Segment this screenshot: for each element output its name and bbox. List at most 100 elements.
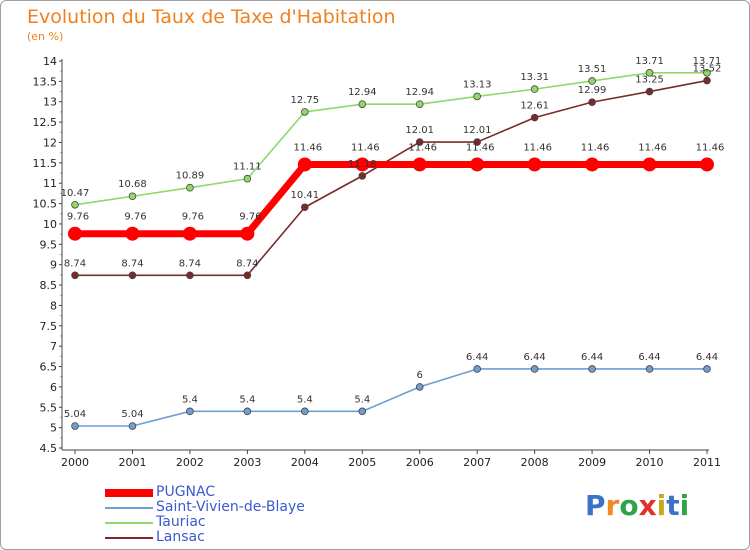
- data-point-saint-vivien-de-blaye: [645, 365, 654, 373]
- data-point-saint-vivien-de-blaye: [530, 365, 539, 373]
- data-point-pugnac: [240, 226, 255, 241]
- data-point-saint-vivien-de-blaye: [71, 422, 79, 430]
- data-label-saint-vivien-de-blaye: 6.44: [581, 352, 603, 363]
- data-point-tauriac: [473, 92, 481, 101]
- data-label-pugnac: 9.76: [67, 212, 89, 223]
- x-tick-label: 2005: [348, 456, 376, 469]
- y-tick-label: 7: [50, 340, 57, 353]
- data-point-tauriac: [703, 69, 711, 77]
- data-label-pugnac: 9.76: [182, 212, 204, 223]
- proxiti-logo: Proxiti: [585, 489, 689, 522]
- data-label-saint-vivien-de-blaye: 6.44: [696, 352, 718, 363]
- data-label-lansac: 12.01: [405, 125, 434, 136]
- y-tick-label: 5.5: [40, 401, 58, 414]
- data-label-pugnac: 9.76: [239, 212, 261, 223]
- legend-swatch: [105, 489, 153, 497]
- legend-label: PUGNAC: [156, 484, 216, 500]
- data-label-lansac: 8.74: [121, 258, 143, 269]
- data-label-tauriac: 12.94: [405, 87, 434, 98]
- data-point-saint-vivien-de-blaye: [415, 383, 424, 391]
- y-tick-label: 11: [43, 177, 57, 190]
- data-point-lansac: [415, 138, 424, 146]
- data-point-pugnac: [125, 226, 140, 241]
- data-label-pugnac: 11.46: [581, 142, 610, 153]
- y-tick-label: 6: [50, 381, 57, 394]
- data-label-saint-vivien-de-blaye: 5.4: [182, 394, 198, 405]
- data-point-tauriac: [645, 69, 654, 77]
- data-point-pugnac: [585, 157, 600, 172]
- data-label-pugnac: 11.46: [293, 142, 322, 153]
- data-point-saint-vivien-de-blaye: [588, 365, 596, 373]
- data-label-lansac: 13.52: [693, 64, 722, 75]
- data-point-lansac: [71, 271, 79, 280]
- series-line-lansac: [74, 79, 708, 277]
- x-tick-label: 2002: [176, 456, 204, 469]
- legend-swatch: [105, 522, 153, 524]
- y-tick-label: 13.5: [33, 75, 58, 88]
- data-label-tauriac: 10.68: [118, 179, 147, 190]
- y-tick-label: 9: [50, 259, 57, 272]
- data-label-saint-vivien-de-blaye: 6.44: [466, 352, 488, 363]
- data-label-lansac: 11.18: [348, 159, 377, 170]
- data-label-saint-vivien-de-blaye: 5.4: [297, 394, 313, 405]
- data-point-saint-vivien-de-blaye: [301, 407, 309, 416]
- legend-label: Lansac: [156, 529, 205, 545]
- series-group: [68, 69, 714, 430]
- logo-letter: P: [585, 489, 606, 522]
- data-label-tauriac: 13.51: [578, 64, 607, 75]
- y-tick-label: 11.5: [33, 157, 58, 170]
- data-label-saint-vivien-de-blaye: 6: [417, 370, 423, 381]
- data-label-saint-vivien-de-blaye: 6.44: [524, 352, 546, 363]
- data-point-pugnac: [412, 157, 427, 172]
- data-label-lansac: 8.74: [236, 258, 258, 269]
- data-label-lansac: 8.74: [179, 258, 201, 269]
- data-point-pugnac: [182, 226, 197, 241]
- y-tick-label: 12.5: [33, 116, 58, 129]
- logo-letter: i: [679, 489, 690, 522]
- data-point-pugnac: [355, 157, 370, 172]
- data-label-lansac: 12.61: [520, 101, 549, 112]
- data-label-saint-vivien-de-blaye: 6.44: [638, 352, 660, 363]
- logo-letter: t: [666, 489, 680, 522]
- data-point-tauriac: [71, 201, 79, 209]
- y-tick-label: 5: [50, 422, 57, 435]
- data-label-tauriac: 12.75: [290, 95, 319, 106]
- logo-letter: o: [619, 489, 639, 522]
- data-point-pugnac: [470, 157, 485, 172]
- data-point-lansac: [301, 203, 309, 212]
- data-point-lansac: [243, 271, 252, 280]
- data-label-lansac: 10.41: [290, 190, 319, 201]
- data-point-saint-vivien-de-blaye: [186, 407, 194, 416]
- data-point-tauriac: [415, 100, 424, 108]
- data-label-pugnac: 11.46: [466, 142, 495, 153]
- data-label-saint-vivien-de-blaye: 5.4: [239, 394, 255, 405]
- data-label-tauriac: 10.47: [61, 188, 90, 199]
- data-label-tauriac: 13.13: [463, 79, 492, 90]
- data-label-saint-vivien-de-blaye: 5.4: [354, 394, 370, 405]
- data-label-lansac: 13.25: [635, 75, 664, 86]
- data-label-tauriac: 13.71: [693, 56, 722, 67]
- legend-label: Tauriac: [156, 514, 206, 530]
- data-point-pugnac: [297, 157, 312, 172]
- series-line-tauriac: [74, 72, 708, 206]
- data-point-lansac: [588, 98, 596, 106]
- data-point-pugnac: [527, 157, 542, 172]
- legend-swatch: [105, 537, 153, 539]
- x-tick-label: 2000: [61, 456, 89, 469]
- legend-swatch: [105, 507, 153, 509]
- data-label-tauriac: 13.31: [520, 72, 549, 83]
- chart-title: Evolution du Taux de Taxe d'Habitation: [27, 6, 396, 28]
- x-tick-label: 2006: [406, 456, 434, 469]
- data-point-lansac: [128, 271, 137, 280]
- y-tick-label: 14: [43, 55, 57, 68]
- x-tick-label: 2007: [463, 456, 491, 469]
- data-point-tauriac: [301, 108, 309, 116]
- y-tick-label: 6.5: [40, 361, 58, 374]
- data-label-tauriac: 13.71: [635, 56, 664, 67]
- y-tick-label: 12: [43, 136, 57, 149]
- x-tick-label: 2001: [118, 456, 146, 469]
- data-point-tauriac: [588, 77, 596, 85]
- data-point-tauriac: [128, 192, 137, 201]
